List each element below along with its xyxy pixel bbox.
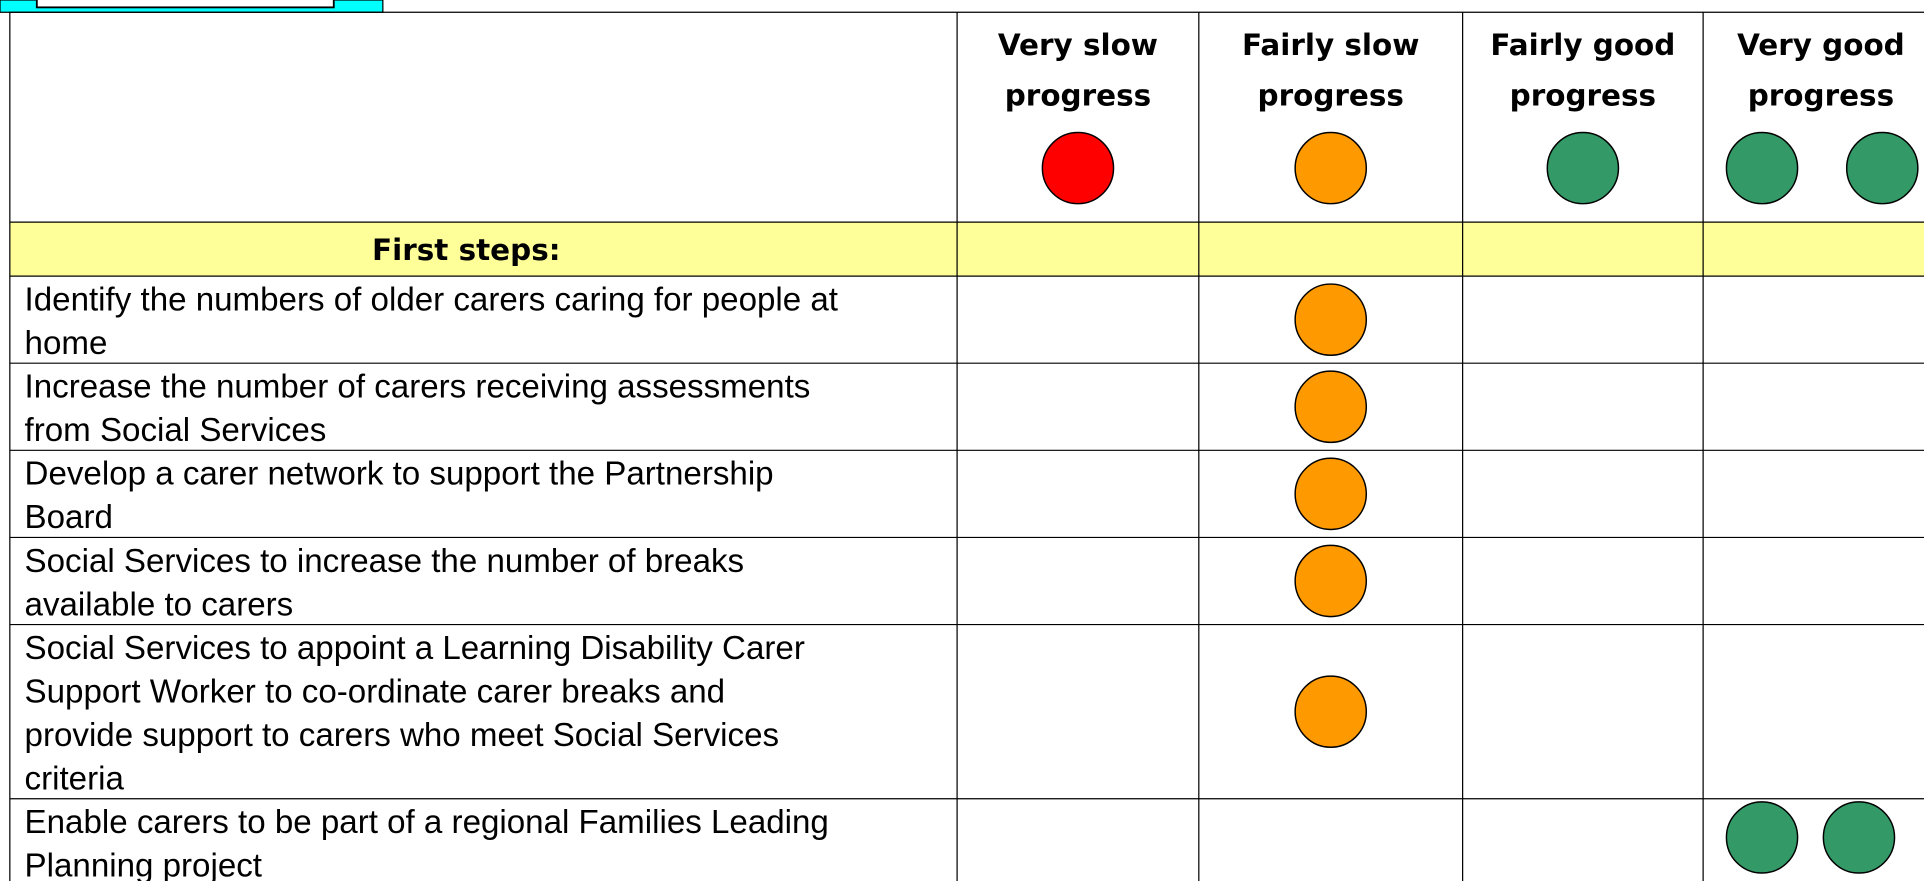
rating-dot	[1294, 370, 1368, 444]
row-text: Board	[25, 499, 113, 536]
row-text: Enable carers to be part of a regional F…	[25, 804, 829, 841]
column-header: Fairly good	[1490, 28, 1675, 62]
legend-dot	[1845, 131, 1919, 205]
row-text: home	[25, 325, 108, 362]
row-text: Increase the number of carers receiving …	[25, 369, 811, 406]
column-header: Fairly slow	[1242, 28, 1419, 62]
legend-dot	[1041, 131, 1115, 205]
rating-dot	[1294, 544, 1368, 618]
column-header: Very good	[1737, 28, 1905, 62]
column-header: progress	[1005, 79, 1151, 113]
column-header: progress	[1510, 79, 1656, 113]
row-text: provide support to carers who meet Socia…	[25, 717, 780, 754]
legend-dot	[1546, 131, 1620, 205]
section-label: First steps:	[372, 233, 560, 267]
rating-dot	[1725, 801, 1799, 874]
rating-dot	[1294, 675, 1368, 748]
row-text: Social Services to appoint a Learning Di…	[25, 630, 805, 667]
row-text: from Social Services	[25, 412, 327, 449]
row-text: criteria	[25, 761, 125, 798]
banner-box	[35, 0, 335, 9]
rating-dot	[1294, 283, 1368, 356]
legend-dot	[1294, 131, 1368, 205]
row-text: Identify the numbers of older carers car…	[25, 281, 838, 318]
section-row	[9, 222, 1924, 277]
rating-dot	[1294, 457, 1368, 531]
column-header: progress	[1748, 79, 1894, 113]
column-header: progress	[1258, 79, 1404, 113]
legend-dot	[1725, 131, 1799, 205]
row-text: Develop a carer network to support the P…	[25, 456, 774, 493]
rating-dot	[1822, 801, 1896, 874]
row-text: Social Services to increase the number o…	[25, 543, 745, 580]
row-text: Support Worker to co-ordinate carer brea…	[25, 673, 726, 710]
row-text: available to carers	[25, 586, 294, 623]
column-header: Very slow	[998, 28, 1158, 62]
row-text: Planning project	[25, 848, 262, 881]
